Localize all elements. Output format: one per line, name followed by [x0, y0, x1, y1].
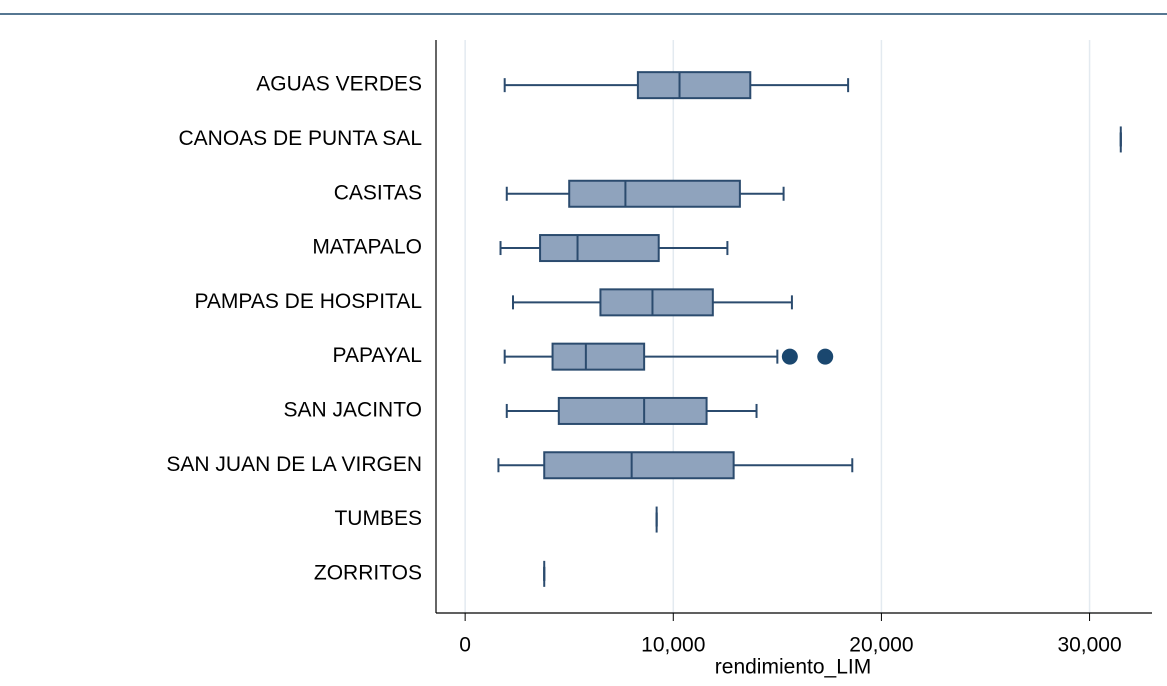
outlier	[817, 348, 834, 365]
outlier	[781, 348, 798, 365]
category-label: PAMPAS DE HOSPITAL	[194, 290, 422, 313]
category-label: TUMBES	[334, 507, 422, 530]
x-tick-label: 0	[459, 634, 471, 657]
category-label: AGUAS VERDES	[256, 73, 422, 96]
category-label: CASITAS	[334, 181, 422, 204]
box	[539, 234, 660, 263]
category-label: ZORRITOS	[314, 561, 422, 584]
box	[636, 71, 752, 100]
category-label: SAN JUAN DE LA VIRGEN	[166, 453, 422, 476]
category-label: PAPAYAL	[333, 344, 423, 367]
marks	[497, 71, 1122, 587]
category-label: SAN JACINTO	[284, 398, 422, 421]
box	[551, 342, 646, 371]
x-axis-title: rendimiento_LIM	[715, 656, 871, 679]
x-tick-label: 10,000	[641, 634, 705, 657]
box	[568, 179, 741, 208]
box	[543, 451, 735, 480]
x-tick-label: 20,000	[849, 634, 913, 657]
category-label: MATAPALO	[312, 236, 422, 259]
grid	[464, 40, 1091, 613]
category-label: CANOAS DE PUNTA SAL	[178, 127, 422, 150]
x-tick-label: 30,000	[1057, 634, 1121, 657]
box	[557, 396, 708, 425]
box	[599, 288, 714, 317]
